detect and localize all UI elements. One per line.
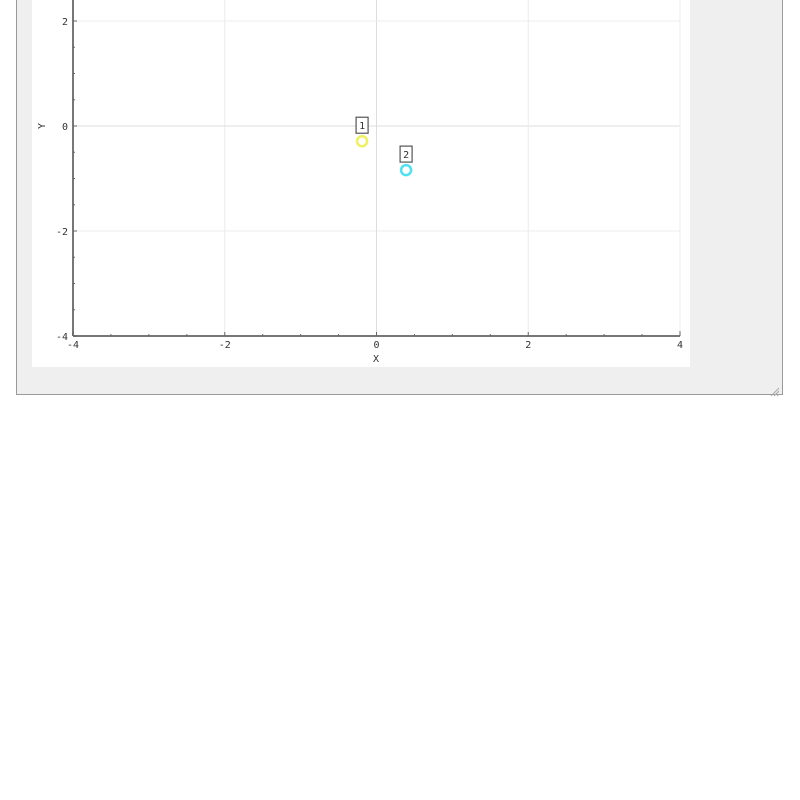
x-axis-label: X	[373, 354, 379, 365]
y-tick-label: -2	[56, 227, 68, 238]
scatter-chart[interactable]: -4 -2 0 2 4 -4 -2 0 2 X Y 1 2	[0, 0, 800, 400]
data-point	[355, 134, 369, 148]
x-tick-label: 0	[373, 340, 379, 351]
y-tick-label: -4	[56, 332, 68, 343]
point-label-box	[399, 145, 413, 163]
y-tick-label: 0	[62, 122, 68, 133]
resize-grip-icon[interactable]	[770, 382, 780, 397]
x-tick-label: 2	[525, 340, 531, 351]
point-label: 2	[403, 150, 409, 161]
data-point	[399, 163, 413, 177]
y-tick-label: 2	[62, 17, 68, 28]
plot-panel	[32, 0, 690, 367]
point-label-box	[355, 116, 369, 134]
x-tick-label: 4	[677, 340, 683, 351]
point-label: 1	[359, 121, 365, 132]
x-tick-label: -4	[67, 340, 79, 351]
y-axis-label: Y	[37, 123, 48, 129]
x-tick-label: -2	[219, 340, 231, 351]
